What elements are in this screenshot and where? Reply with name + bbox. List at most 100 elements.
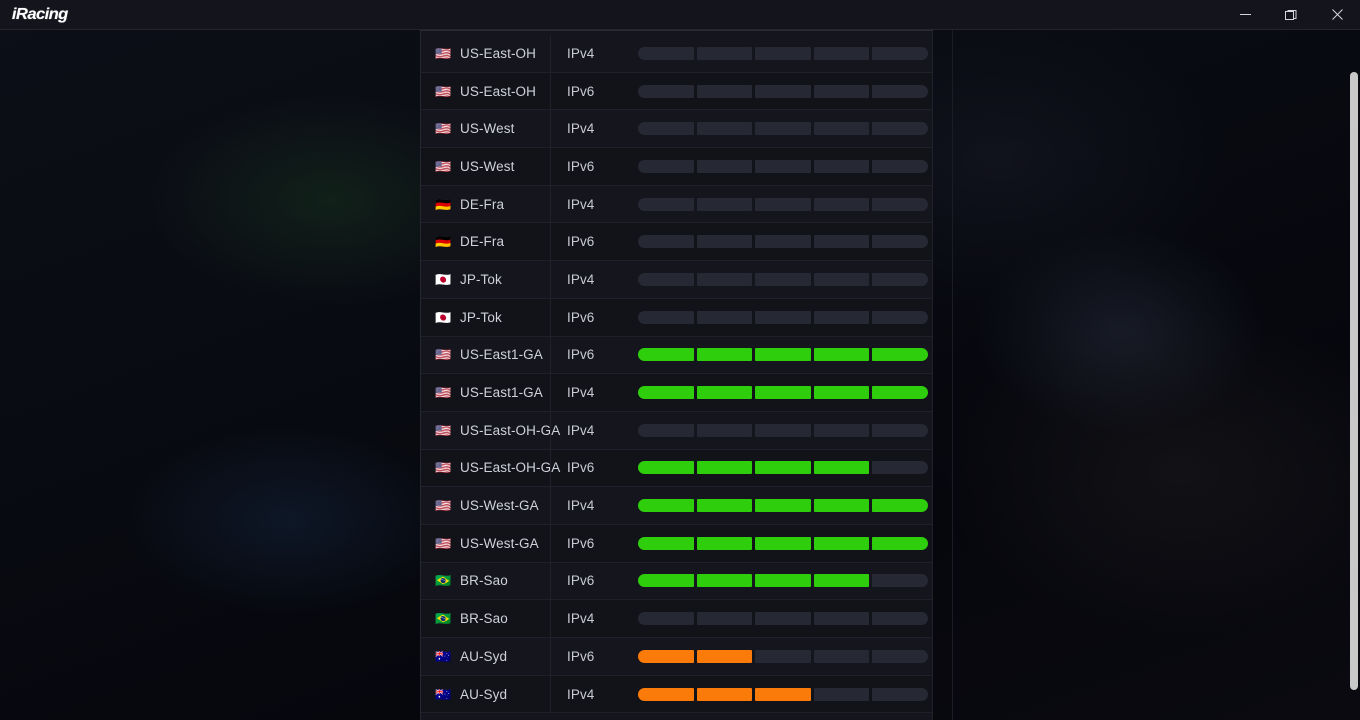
maximize-button[interactable]	[1268, 0, 1314, 30]
connection-quality-meter	[638, 461, 928, 475]
quality-segment	[696, 649, 753, 663]
quality-segment	[872, 348, 928, 362]
column-divider	[550, 223, 551, 261]
ip-protocol: IPv4	[567, 611, 595, 627]
quality-segment	[638, 159, 694, 173]
quality-segment	[638, 649, 694, 663]
table-row[interactable]: 🇦🇺 AU-Syd IPv4	[421, 675, 932, 714]
quality-segment	[872, 499, 928, 513]
connection-quality-meter	[638, 649, 928, 663]
table-row[interactable]: 🇺🇸 US-East-OH-GA IPv4	[421, 411, 932, 450]
quality-segment	[696, 461, 753, 475]
close-button[interactable]	[1314, 0, 1360, 30]
content-divider	[952, 30, 953, 720]
quality-segment	[638, 348, 694, 362]
quality-segment	[755, 649, 811, 663]
connection-quality-meter	[638, 536, 928, 550]
ip-protocol: IPv6	[567, 460, 595, 476]
quality-segment	[872, 235, 928, 249]
quality-segment	[696, 84, 753, 98]
quality-segment	[813, 46, 870, 60]
quality-segment	[638, 46, 694, 60]
quality-segment	[872, 649, 928, 663]
quality-segment	[872, 122, 928, 136]
quality-segment	[696, 423, 753, 437]
quality-segment	[872, 310, 928, 324]
quality-segment	[638, 272, 694, 286]
ip-protocol: IPv6	[567, 573, 595, 589]
table-row[interactable]: 🇧🇷 BR-Sao IPv6	[421, 562, 932, 601]
region-name: US-West	[460, 158, 515, 174]
quality-segment	[696, 536, 753, 550]
flag-au-icon: 🇦🇺	[435, 686, 452, 702]
quality-segment	[813, 423, 870, 437]
connection-quality-meter	[638, 687, 928, 701]
table-row[interactable]: 🇧🇷 BR-Sao IPv4	[421, 600, 932, 638]
table-row[interactable]: 🇩🇪 DE-Fra IPv4	[421, 185, 932, 224]
column-divider	[550, 524, 551, 562]
table-row[interactable]: 🇺🇸 US-East1-GA IPv4	[421, 374, 932, 412]
connection-quality-meter	[638, 612, 928, 626]
table-row[interactable]: 🇺🇸 US-East-OH-GA IPv6	[421, 449, 932, 488]
quality-segment	[813, 310, 870, 324]
quality-segment	[638, 536, 694, 550]
quality-segment	[755, 310, 811, 324]
region-name: US-East-OH-GA	[460, 460, 561, 476]
vertical-scrollbar[interactable]	[1348, 30, 1360, 720]
connection-quality-meter	[638, 272, 928, 286]
table-row[interactable]: 🇺🇸 US-West IPv6	[421, 148, 932, 186]
minimize-button[interactable]	[1222, 0, 1268, 30]
column-divider	[550, 148, 551, 185]
quality-segment	[696, 612, 753, 626]
region-name: US-West-GA	[460, 535, 539, 551]
quality-segment	[696, 310, 753, 324]
column-divider	[550, 72, 551, 110]
table-row[interactable]: 🇺🇸 US-West-GA IPv4	[421, 487, 932, 525]
quality-segment	[813, 687, 870, 701]
quality-segment	[872, 536, 928, 550]
quality-segment	[872, 272, 928, 286]
table-row[interactable]: 🇺🇸 US-West-GA IPv6	[421, 524, 932, 563]
flag-us-icon: 🇺🇸	[435, 498, 452, 514]
table-row[interactable]: 🇺🇸 US-West IPv4	[421, 110, 932, 149]
table-row[interactable]: 🇺🇸 US-East-OH IPv6	[421, 72, 932, 111]
quality-segment	[696, 499, 753, 513]
quality-segment	[696, 159, 753, 173]
quality-segment	[813, 612, 870, 626]
flag-au-icon: 🇦🇺	[435, 648, 452, 664]
table-row[interactable]: 🇯🇵 JP-Tok IPv4	[421, 261, 932, 299]
ip-protocol: IPv6	[567, 234, 595, 250]
column-divider	[550, 261, 551, 298]
ip-protocol: IPv4	[567, 196, 595, 212]
quality-segment	[755, 574, 811, 588]
flag-de-icon: 🇩🇪	[435, 234, 452, 250]
ip-protocol: IPv6	[567, 648, 595, 664]
quality-segment	[872, 159, 928, 173]
connection-quality-meter	[638, 197, 928, 211]
region-name: JP-Tok	[460, 309, 502, 325]
quality-segment	[872, 46, 928, 60]
quality-segment	[872, 423, 928, 437]
ip-protocol: IPv4	[567, 271, 595, 287]
quality-segment	[755, 235, 811, 249]
column-divider	[550, 675, 551, 713]
table-row[interactable]: 🇺🇸 US-East-OH IPv4	[421, 35, 932, 73]
region-name: BR-Sao	[460, 611, 508, 627]
vertical-scrollbar-thumb[interactable]	[1350, 72, 1358, 690]
ip-protocol: IPv4	[567, 385, 595, 401]
region-name: AU-Syd	[460, 686, 508, 702]
column-divider	[550, 638, 551, 675]
table-row[interactable]: 🇦🇺 AU-Syd IPv6	[421, 638, 932, 676]
table-row[interactable]: 🇯🇵 JP-Tok IPv6	[421, 298, 932, 337]
quality-segment	[755, 84, 811, 98]
regions-table: 🇺🇸 US-East-OH IPv4 🇺🇸 US-East-OH IPv6 🇺🇸 US-Wes…	[421, 35, 932, 714]
connection-quality-meter	[638, 235, 928, 249]
table-row[interactable]: 🇺🇸 US-East1-GA IPv6	[421, 336, 932, 375]
connection-quality-meter	[638, 84, 928, 98]
ip-protocol: IPv4	[567, 686, 595, 702]
column-divider	[550, 487, 551, 524]
table-row[interactable]: 🇩🇪 DE-Fra IPv6	[421, 223, 932, 262]
quality-segment	[638, 423, 694, 437]
flag-us-icon: 🇺🇸	[435, 385, 452, 401]
